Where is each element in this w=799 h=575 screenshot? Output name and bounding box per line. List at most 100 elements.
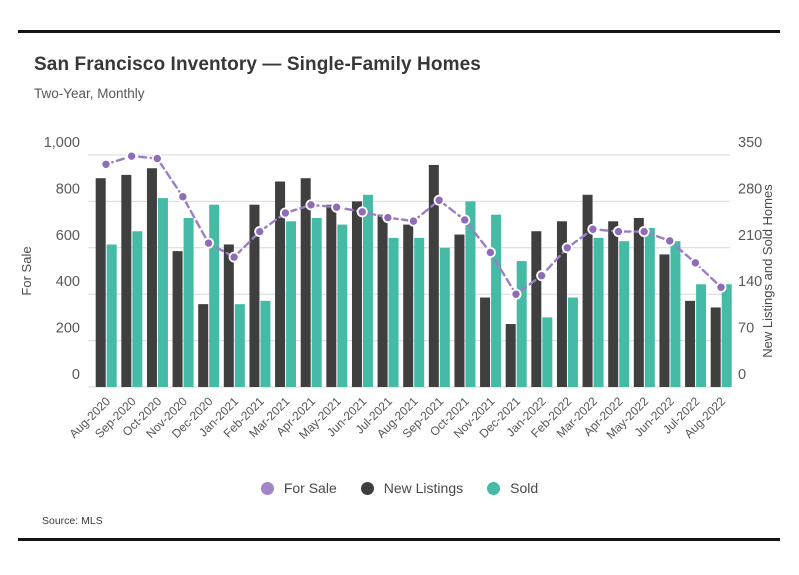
right-axis-tick-label: 280 xyxy=(738,181,762,197)
bar-new-listings[interactable] xyxy=(454,234,465,387)
left-axis-tick-label: 1,000 xyxy=(44,135,80,151)
line-point-for-sale[interactable] xyxy=(715,281,727,293)
left-axis-title: For Sale xyxy=(19,246,34,295)
line-point-for-sale[interactable] xyxy=(638,226,650,238)
bar-new-listings[interactable] xyxy=(249,204,260,387)
line-point-for-sale[interactable] xyxy=(177,191,189,203)
line-point-for-sale[interactable] xyxy=(202,237,214,249)
line-point-for-sale[interactable] xyxy=(407,215,419,227)
bar-new-listings[interactable] xyxy=(582,194,593,387)
bar-sold[interactable] xyxy=(644,227,655,387)
line-point-for-sale[interactable] xyxy=(664,235,676,247)
bottom-rule xyxy=(18,538,780,541)
bar-sold[interactable] xyxy=(542,317,553,387)
bar-new-listings[interactable] xyxy=(505,324,516,387)
right-axis-tick-label: 70 xyxy=(738,321,754,337)
bar-sold[interactable] xyxy=(157,198,168,387)
bar-new-listings[interactable] xyxy=(633,217,644,387)
bar-sold[interactable] xyxy=(516,261,527,387)
line-point-for-sale[interactable] xyxy=(305,199,317,211)
bar-sold[interactable] xyxy=(209,204,220,387)
bar-new-listings[interactable] xyxy=(403,224,414,387)
line-point-for-sale[interactable] xyxy=(254,226,266,238)
bar-new-listings[interactable] xyxy=(351,201,362,387)
bar-sold[interactable] xyxy=(337,224,348,387)
bar-sold[interactable] xyxy=(619,241,630,387)
bar-new-listings[interactable] xyxy=(146,168,157,387)
bar-sold[interactable] xyxy=(260,300,271,387)
bar-new-listings[interactable] xyxy=(275,181,286,387)
line-point-for-sale[interactable] xyxy=(433,194,445,206)
chart-legend: For Sale New Listings Sold xyxy=(0,480,799,496)
bar-new-listings[interactable] xyxy=(608,221,619,387)
bar-sold[interactable] xyxy=(721,284,732,387)
bar-new-listings[interactable] xyxy=(428,164,439,387)
bar-sold[interactable] xyxy=(311,217,322,387)
legend-item-sold[interactable]: Sold xyxy=(487,480,538,496)
bar-new-listings[interactable] xyxy=(556,221,567,387)
line-point-for-sale[interactable] xyxy=(587,223,599,235)
bar-new-listings[interactable] xyxy=(95,178,106,387)
bar-sold[interactable] xyxy=(414,237,425,387)
line-point-for-sale[interactable] xyxy=(689,257,701,269)
bar-sold[interactable] xyxy=(132,231,143,387)
line-point-for-sale[interactable] xyxy=(484,246,496,258)
bar-sold[interactable] xyxy=(234,304,245,387)
bar-new-listings[interactable] xyxy=(377,214,388,387)
chart-title: San Francisco Inventory — Single-Family … xyxy=(34,54,481,75)
line-point-for-sale[interactable] xyxy=(279,207,291,219)
line-point-for-sale[interactable] xyxy=(356,206,368,218)
right-axis-title: New Listings and Sold Homes xyxy=(760,184,775,358)
bar-sold[interactable] xyxy=(106,244,117,387)
bar-new-listings[interactable] xyxy=(710,307,721,387)
line-point-for-sale[interactable] xyxy=(228,251,240,263)
bar-sold[interactable] xyxy=(388,237,399,387)
bar-sold[interactable] xyxy=(439,247,450,387)
line-point-for-sale[interactable] xyxy=(331,201,343,213)
source-note: Source: MLS xyxy=(42,515,103,527)
line-point-for-sale[interactable] xyxy=(613,226,625,238)
line-point-for-sale[interactable] xyxy=(561,242,573,254)
legend-item-new-listings[interactable]: New Listings xyxy=(360,480,463,496)
bar-new-listings[interactable] xyxy=(223,244,234,387)
bar-new-listings[interactable] xyxy=(121,174,132,387)
bar-sold[interactable] xyxy=(696,284,707,387)
right-axis-tick-label: 350 xyxy=(738,135,762,151)
bar-new-listings[interactable] xyxy=(685,300,696,387)
bar-sold[interactable] xyxy=(286,221,297,387)
left-axis-tick-label: 400 xyxy=(56,274,80,290)
legend-dot-new-listings xyxy=(360,481,374,495)
right-axis-tick-label: 0 xyxy=(738,367,746,383)
bar-new-listings[interactable] xyxy=(326,204,337,387)
line-point-for-sale[interactable] xyxy=(382,212,394,224)
line-point-for-sale[interactable] xyxy=(126,150,138,162)
bar-sold[interactable] xyxy=(593,237,604,387)
chart-subtitle: Two-Year, Monthly xyxy=(34,86,145,101)
right-axis-tick-label: 140 xyxy=(738,274,762,290)
bar-sold[interactable] xyxy=(670,241,681,387)
line-point-for-sale[interactable] xyxy=(510,288,522,300)
bar-sold[interactable] xyxy=(183,217,194,387)
bar-sold[interactable] xyxy=(362,194,373,387)
bar-new-listings[interactable] xyxy=(659,254,670,387)
bar-new-listings[interactable] xyxy=(172,251,183,387)
legend-dot-sold xyxy=(487,481,501,495)
left-axis-tick-label: 0 xyxy=(72,367,80,383)
legend-label: For Sale xyxy=(283,480,337,496)
bar-new-listings[interactable] xyxy=(198,304,209,387)
line-point-for-sale[interactable] xyxy=(459,214,471,226)
bar-new-listings[interactable] xyxy=(300,178,311,387)
bar-sold[interactable] xyxy=(491,214,502,387)
line-point-for-sale[interactable] xyxy=(151,152,163,164)
left-axis-tick-label: 800 xyxy=(56,181,80,197)
bar-new-listings[interactable] xyxy=(531,231,542,387)
legend-item-for-sale[interactable]: For Sale xyxy=(260,480,337,496)
bar-new-listings[interactable] xyxy=(480,297,491,387)
line-point-for-sale[interactable] xyxy=(100,158,112,170)
bar-sold[interactable] xyxy=(567,297,578,387)
bar-sold[interactable] xyxy=(465,201,476,387)
line-point-for-sale[interactable] xyxy=(536,270,548,282)
left-axis-tick-label: 600 xyxy=(56,228,80,244)
